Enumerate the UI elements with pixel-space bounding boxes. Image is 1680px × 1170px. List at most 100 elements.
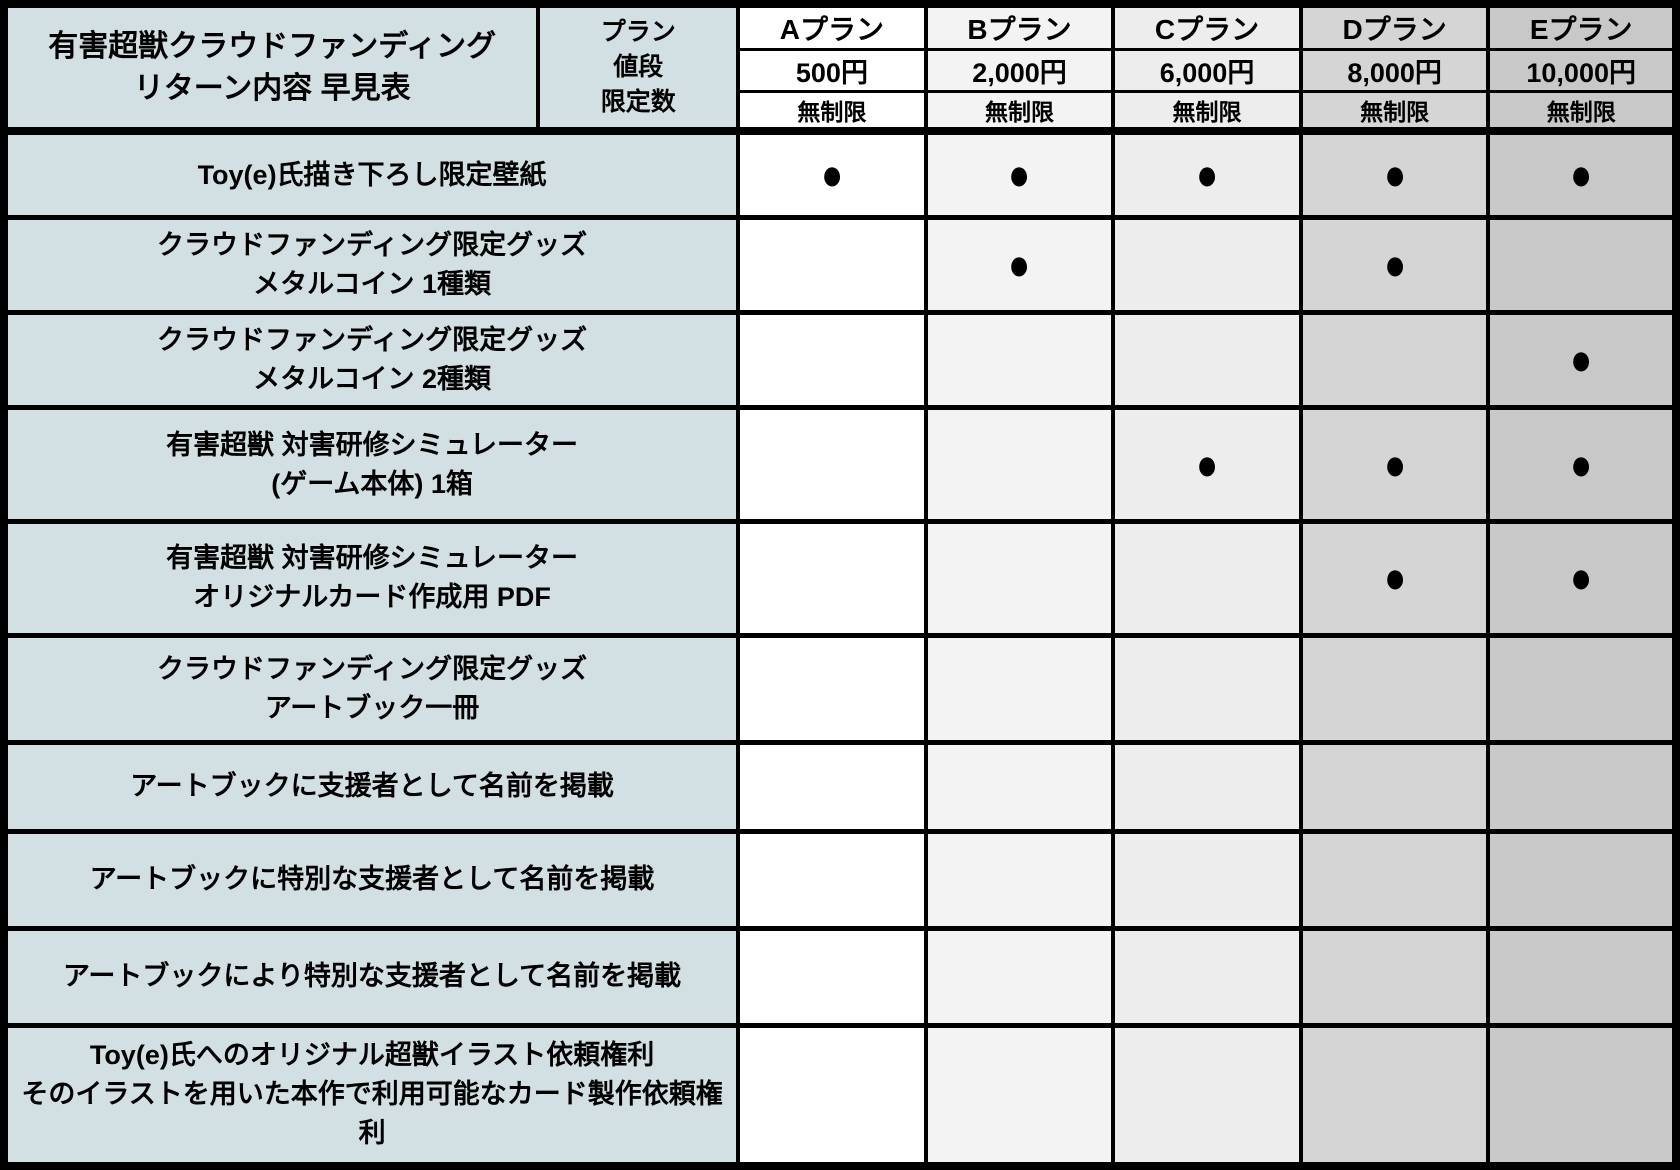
included-dot-cell: ● [1486, 310, 1678, 411]
empty-cell [1298, 632, 1491, 745]
included-dot-cell: ● [1111, 405, 1303, 524]
empty-cell [923, 405, 1116, 524]
dot-icon: ● [1383, 439, 1406, 490]
plan-d-name: Dプラン [1298, 1, 1491, 51]
included-dot-cell: ● [1111, 127, 1303, 221]
dot-icon: ● [820, 150, 844, 200]
included-dot-cell: ● [1486, 518, 1678, 638]
empty-cell [923, 310, 1116, 411]
dot-icon: ● [1570, 439, 1593, 490]
dot-icon: ● [1570, 335, 1593, 385]
included-dot-cell: ● [736, 127, 928, 221]
empty-cell [736, 925, 928, 1028]
empty-cell [1486, 1022, 1678, 1169]
empty-cell [736, 405, 928, 524]
dot-icon: ● [1008, 240, 1031, 290]
empty-cell [736, 215, 928, 316]
empty-cell [923, 828, 1116, 931]
plan-b-name: Bプラン [923, 1, 1116, 51]
plan-e-name: Eプラン [1486, 1, 1678, 51]
empty-cell [1111, 215, 1303, 316]
empty-cell [923, 925, 1116, 1028]
table-title: 有害超獣クラウドファンディング リターン内容 早見表 [1, 1, 541, 134]
dot-icon: ● [1570, 150, 1593, 200]
plan-d-price: 8,000円 [1298, 48, 1491, 93]
row-label: Toy(e)氏へのオリジナル超獣イラスト依頼権利 そのイラストを用いた本作で利用… [1, 1022, 741, 1169]
dot-icon: ● [1570, 553, 1593, 603]
empty-cell [923, 632, 1116, 745]
empty-cell [1298, 828, 1491, 931]
header-row-labels: プラン 値段 限定数 [536, 1, 741, 134]
table-row: アートブックにより特別な支援者として名前を掲載 [1, 925, 1678, 1028]
table-row: 有害超獣 対害研修シミュレーター オリジナルカード作成用 PDF ● ● [1, 518, 1678, 638]
table-body: Toy(e)氏描き下ろし限定壁紙 ● ● ● ● ● クラウドファンディング限定グッズ メタ… [1, 127, 1678, 1169]
table-row: Toy(e)氏描き下ろし限定壁紙 ● ● ● ● ● [1, 127, 1678, 221]
empty-cell [1486, 632, 1678, 745]
plan-e-price: 10,000円 [1486, 48, 1678, 93]
included-dot-cell: ● [1298, 215, 1491, 316]
empty-cell [923, 739, 1116, 834]
empty-cell [1111, 739, 1303, 834]
empty-cell [1298, 739, 1491, 834]
row-label: アートブックに支援者として名前を掲載 [1, 739, 741, 834]
header-row-limits: 無制限 無制限 無制限 無制限 無制限 [4, 90, 1678, 133]
plan-c-price: 6,000円 [1111, 48, 1303, 93]
row-label: クラウドファンディング限定グッズ アートブック一冊 [1, 632, 741, 745]
header-row-prices: 500円 2,000円 6,000円 8,000円 10,000円 [4, 48, 1678, 93]
table-row: クラウドファンディング限定グッズ メタルコイン 2種類 ● [1, 310, 1678, 411]
plan-a-name: Aプラン [736, 1, 928, 51]
table-row: クラウドファンディング限定グッズ アートブック一冊 [1, 632, 1678, 745]
empty-cell [736, 518, 928, 638]
plan-a-limit: 無制限 [736, 90, 928, 133]
dot-icon: ● [1008, 150, 1031, 200]
empty-cell [1486, 215, 1678, 316]
table-row: Toy(e)氏へのオリジナル超獣イラスト依頼権利 そのイラストを用いた本作で利用… [1, 1022, 1678, 1169]
table-row: アートブックに支援者として名前を掲載 [1, 739, 1678, 834]
header-row-plan-names: 有害超獣クラウドファンディング リターン内容 早見表 プラン 値段 限定数 Aプ… [1, 1, 1678, 134]
table-row: クラウドファンディング限定グッズ メタルコイン 1種類 ● ● [1, 215, 1678, 316]
row-label: Toy(e)氏描き下ろし限定壁紙 [1, 127, 741, 221]
empty-cell [1111, 1022, 1303, 1169]
included-dot-cell: ● [923, 127, 1116, 221]
plan-c-limit: 無制限 [1111, 90, 1303, 133]
empty-cell [923, 518, 1116, 638]
included-dot-cell: ● [1486, 127, 1678, 221]
empty-cell [736, 310, 928, 411]
empty-cell [1298, 1022, 1491, 1169]
empty-cell [1298, 310, 1491, 411]
dot-icon: ● [1383, 553, 1406, 603]
plan-e-limit: 無制限 [1486, 90, 1678, 133]
row-label: 有害超獣 対害研修シミュレーター オリジナルカード作成用 PDF [1, 518, 741, 638]
dot-icon: ● [1383, 240, 1406, 290]
included-dot-cell: ● [1298, 405, 1491, 524]
empty-cell [736, 739, 928, 834]
empty-cell [923, 1022, 1116, 1169]
row-label: クラウドファンディング限定グッズ メタルコイン 1種類 [1, 215, 741, 316]
dot-icon: ● [1195, 150, 1219, 200]
empty-cell [1111, 310, 1303, 411]
row-label: アートブックにより特別な支援者として名前を掲載 [1, 925, 741, 1028]
empty-cell [1111, 828, 1303, 931]
plan-b-price: 2,000円 [923, 48, 1116, 93]
empty-cell [1298, 925, 1491, 1028]
empty-cell [1111, 632, 1303, 745]
plan-b-limit: 無制限 [923, 90, 1116, 133]
included-dot-cell: ● [923, 215, 1116, 316]
included-dot-cell: ● [1298, 127, 1491, 221]
empty-cell [1111, 925, 1303, 1028]
table-row: 有害超獣 対害研修シミュレーター (ゲーム本体) 1箱 ● ● ● [1, 405, 1678, 524]
dot-icon: ● [1383, 150, 1406, 200]
dot-icon: ● [1195, 439, 1219, 490]
included-dot-cell: ● [1486, 405, 1678, 524]
plan-c-name: Cプラン [1111, 1, 1303, 51]
empty-cell [1486, 925, 1678, 1028]
empty-cell [736, 1022, 928, 1169]
plan-d-limit: 無制限 [1298, 90, 1491, 133]
empty-cell [736, 632, 928, 745]
included-dot-cell: ● [1298, 518, 1491, 638]
row-label: クラウドファンディング限定グッズ メタルコイン 2種類 [1, 310, 741, 411]
row-label: アートブックに特別な支援者として名前を掲載 [1, 828, 741, 931]
plan-a-price: 500円 [736, 48, 928, 93]
empty-cell [1486, 739, 1678, 834]
